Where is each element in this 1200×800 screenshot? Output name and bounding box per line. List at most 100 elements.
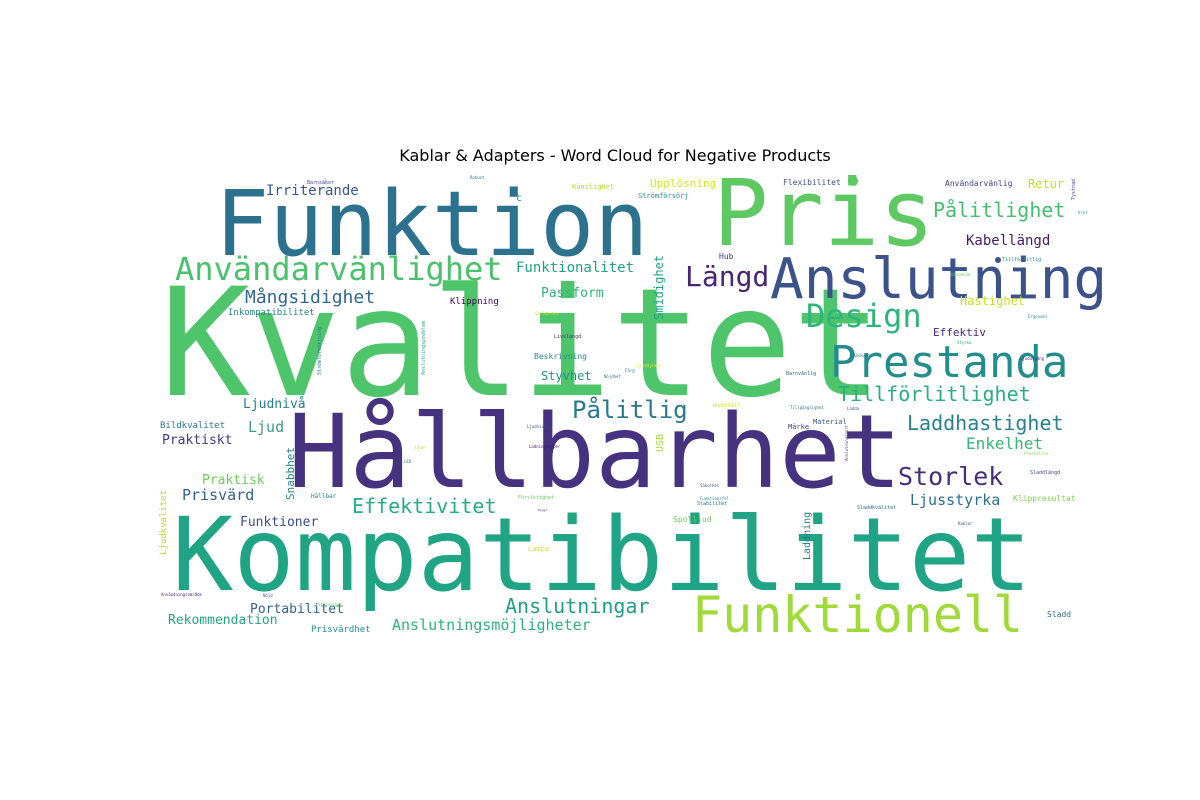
- word-16: Tillförlitlighet: [838, 382, 1031, 406]
- word-49: Flexibilitet: [783, 178, 841, 187]
- word-23: Funktionalitet: [516, 260, 634, 276]
- chart-title: Kablar & Adapters - Word Cloud for Negat…: [399, 146, 831, 165]
- word-39: Effektiv: [933, 326, 986, 339]
- word-56: Hållbar: [311, 493, 337, 500]
- word-82: Ergonomi: [1028, 314, 1048, 319]
- word-33: Portabilitet: [250, 602, 344, 617]
- word-60: Laddning: [802, 512, 813, 560]
- word-36: Retur: [1028, 177, 1064, 191]
- word-51: Känslighet: [572, 183, 614, 191]
- word-85: Byggd: [538, 508, 547, 512]
- word-2: Hållbarhet: [288, 393, 902, 512]
- word-53: Hub: [719, 252, 734, 261]
- word-88: LED: [404, 459, 412, 464]
- word-72: Prestation: [1024, 451, 1049, 456]
- word-57: Smidighet: [652, 255, 666, 320]
- word-75: Användningsområde: [161, 592, 203, 597]
- word-6: Anslutning: [770, 247, 1107, 312]
- word-4: Funktion: [215, 172, 648, 277]
- word-3: Kompatibilitet: [172, 496, 1032, 615]
- word-8: Prestanda: [830, 337, 1068, 388]
- word-61: Ljudkvalitet: [159, 490, 169, 555]
- word-14: Effektivitet: [352, 494, 497, 518]
- word-44: Prisvärdhet: [311, 625, 371, 635]
- word-86: Robust: [470, 175, 485, 180]
- word-81: Kablar: [958, 521, 973, 526]
- word-31: Praktiskt: [162, 433, 232, 448]
- word-80: Utseende: [951, 272, 971, 277]
- word-42: Bildkvalitet: [160, 421, 225, 431]
- word-71: Tillförlitlig: [1002, 257, 1041, 263]
- word-26: Ljud: [248, 418, 284, 436]
- word-65: Barnvänlig: [786, 371, 816, 377]
- word-10: Design: [806, 297, 922, 335]
- word-37: Upplösning: [650, 177, 716, 190]
- word-90: Nöjd: [263, 593, 273, 598]
- word-73: Ljudnivåer: [527, 424, 552, 429]
- word-15: Anslutningar: [505, 594, 650, 618]
- word-62: Sladdlängd: [1030, 470, 1060, 476]
- word-40: Klippning: [450, 297, 499, 307]
- word-69: Underhåll: [713, 402, 740, 409]
- word-76: Barnsäker: [307, 180, 334, 186]
- word-94: Färg: [625, 368, 635, 373]
- word-29: Passform: [541, 286, 604, 301]
- word-66: Stabilitet: [697, 501, 727, 507]
- word-70: Tillgänglighet: [790, 405, 824, 410]
- word-77: Strömförsörjning: [317, 327, 323, 375]
- word-89: Ljud: [415, 445, 425, 450]
- word-46: Spolljud: [673, 515, 712, 524]
- word-78: Anslutningsproblem: [421, 321, 427, 375]
- word-52: Strömförsörj: [638, 192, 689, 200]
- word-12: Storlek: [898, 462, 1003, 491]
- word-13: Pålitlig: [572, 395, 688, 424]
- word-24: Prisvärd: [182, 486, 254, 504]
- word-58: Snabbhet: [284, 447, 297, 500]
- word-28: Kabellängd: [966, 233, 1050, 249]
- word-1: Kvalitet: [160, 257, 882, 431]
- word-11: Längd: [685, 260, 769, 293]
- word-97: Räckvidd: [853, 353, 873, 358]
- word-45: Klippresultat: [1013, 494, 1076, 503]
- word-17: Laddhastighet: [907, 411, 1064, 435]
- word-74: Ladningstyper: [529, 444, 561, 449]
- word-20: Enkelhet: [966, 434, 1043, 453]
- word-18: Pålitlighet: [933, 198, 1065, 222]
- word-30: Ljudnivå: [243, 397, 306, 412]
- word-7: Funktionell: [692, 586, 1023, 644]
- word-34: Rekommendation: [168, 613, 278, 628]
- word-67: Säkerhet: [700, 483, 720, 488]
- word-38: Hastighet: [960, 294, 1025, 308]
- word-25: Praktisk: [202, 473, 265, 488]
- word-5: Pris: [713, 160, 935, 267]
- word-100: c: [516, 193, 522, 204]
- word-22: Ljusstyrka: [910, 491, 1000, 509]
- word-99: Vikt: [1078, 210, 1088, 215]
- word-68: Försiktighet: [518, 495, 554, 501]
- word-41: Inkompatibilitet: [228, 308, 315, 318]
- word-96: Funktionsfel: [700, 496, 729, 501]
- word-92: Störningar: [318, 602, 343, 607]
- word-35: Styvhet: [541, 369, 592, 383]
- word-21: Anslutningsmöjligheter: [392, 616, 591, 634]
- word-63: Sladdkvalitet: [857, 505, 896, 511]
- word-83: Strömbehov: [535, 311, 560, 316]
- word-9: Användarvänlighet: [175, 250, 503, 288]
- word-27: Irriterande: [266, 183, 359, 199]
- cloud-dot-1: [995, 257, 1001, 263]
- word-48: Sladd: [1047, 610, 1071, 619]
- cloud-dot-0: [848, 176, 858, 186]
- word-98: Ljudutgång: [1020, 356, 1045, 361]
- word-95: Ljusstyrkan: [635, 363, 662, 368]
- word-32: Funktioner: [240, 515, 318, 530]
- word-47: Lampa: [528, 545, 549, 553]
- word-87: Styrka: [957, 340, 972, 345]
- word-19: Mångsidighet: [245, 287, 375, 308]
- word-93: Ladda: [847, 406, 860, 411]
- word-79: Tystnad: [1071, 179, 1077, 200]
- word-91: Anslutningsport: [844, 424, 849, 461]
- word-84: Nöjdhet: [604, 374, 621, 379]
- word-64: Livslängd: [554, 334, 581, 340]
